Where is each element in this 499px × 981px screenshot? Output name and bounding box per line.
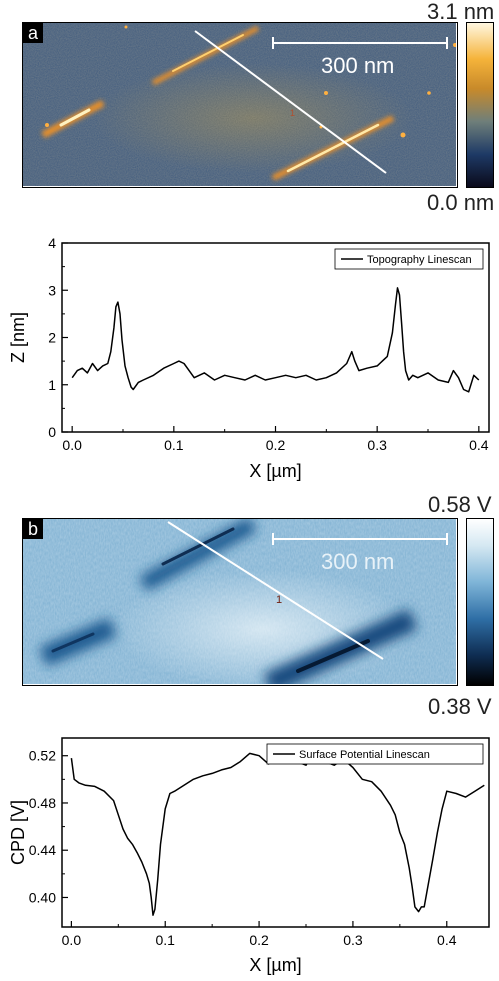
- legend-box: [334, 248, 484, 270]
- y-tick-label: 0.48: [29, 795, 56, 811]
- potential-trench-cores: [51, 527, 370, 673]
- x-axis-label: X [µm]: [249, 461, 301, 481]
- colorbar-min-label: 0.38 V: [428, 694, 492, 719]
- colorbar-max-label: 0.58 V: [428, 492, 492, 517]
- surface-potential-image: 1 b 300 nm: [22, 518, 458, 686]
- x-tick-label: 0.4: [469, 437, 489, 453]
- panel-label: b: [23, 519, 44, 539]
- y-tick-label: 1: [48, 377, 56, 393]
- surface-potential-map: 1: [23, 519, 456, 684]
- legend-box: [266, 743, 484, 765]
- linescan-marker: 1: [276, 594, 282, 606]
- linescan-line: [167, 521, 384, 660]
- plot-frame: [61, 737, 490, 928]
- y-axis-label: Z [nm]: [8, 312, 28, 363]
- surface-potential-linescan-chart: 0.0 0.1 0.2 0.3 0.4 0.40 0.44 0.48 0.52 X [µm] CPD…: [8, 737, 490, 975]
- topography-linescan-chart: 0.0 0.1 0.2 0.3 0.4 0 1 2 3 4 X [µm] Z [nm] Topograp…: [8, 235, 490, 481]
- potential-colorbar: [466, 518, 494, 686]
- topography-map: 1: [23, 23, 456, 186]
- y-tick-label: 3: [48, 282, 56, 298]
- topography-ridge-cores: [59, 34, 380, 173]
- x-tick-label: 0.3: [343, 932, 363, 948]
- y-tick-label: 0: [48, 424, 56, 440]
- linescan-marker: 1: [290, 108, 295, 118]
- y-axis-label: CPD [V]: [8, 800, 28, 865]
- x-tick-label: 0.2: [249, 932, 269, 948]
- x-tick-label: 0.4: [437, 932, 457, 948]
- plot-frame: [61, 242, 490, 433]
- linescan-line: [194, 30, 387, 174]
- scale-bar-label: 300 nm: [321, 549, 395, 574]
- series-line: [71, 287, 480, 393]
- x-tick-label: 0.0: [62, 932, 82, 948]
- panel-label: a: [23, 23, 44, 43]
- legend-label: Topography Linescan: [367, 254, 472, 266]
- colorbar-min-label: 0.0 nm: [427, 190, 495, 215]
- scale-bar: [272, 533, 448, 545]
- topography-colorbar: [466, 22, 494, 188]
- x-tick-label: 0.0: [62, 437, 82, 453]
- x-axis-label: X [µm]: [249, 955, 301, 975]
- x-tick-label: 0.1: [155, 932, 175, 948]
- y-tick-label: 0.52: [29, 748, 56, 764]
- topography-particles: [45, 25, 456, 138]
- colorbar-max-label: 3.1 nm: [427, 0, 495, 24]
- legend-label: Surface Potential Linescan: [299, 749, 430, 761]
- topography-image: 1 a 300 nm: [22, 22, 458, 188]
- y-tick-label: 2: [48, 330, 56, 346]
- scale-bar-label: 300 nm: [321, 53, 395, 78]
- y-tick-label: 0.40: [29, 889, 56, 905]
- y-tick-label: 4: [48, 235, 56, 251]
- y-tick-label: 0.44: [29, 842, 56, 858]
- series-line: [70, 747, 485, 916]
- x-tick-label: 0.3: [367, 437, 387, 453]
- scale-bar: [272, 37, 448, 49]
- x-tick-label: 0.1: [164, 437, 184, 453]
- x-tick-label: 0.2: [266, 437, 286, 453]
